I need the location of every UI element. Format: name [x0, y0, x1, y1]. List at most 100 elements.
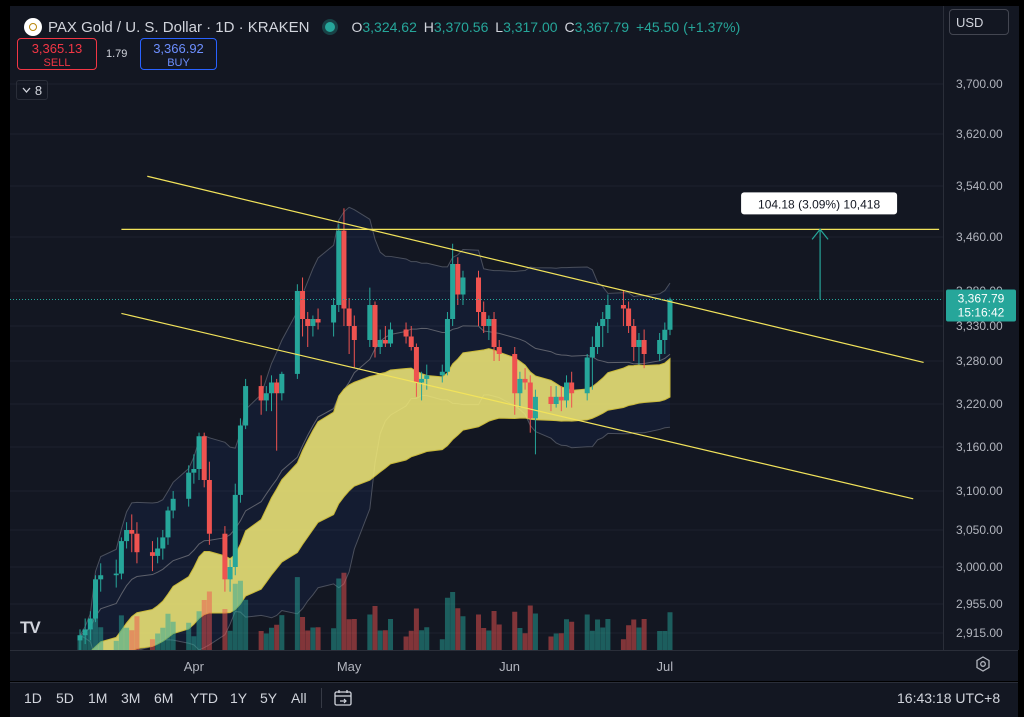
volume-bar [424, 627, 430, 650]
candle-body [605, 305, 611, 319]
volume-bar [258, 631, 264, 650]
indicators-toggle[interactable]: 8 [16, 80, 48, 100]
candle-body [388, 329, 394, 344]
chart-plot-area[interactable]: 104.18 (3.09%) 10,418 PAX Gold / U. S. D… [10, 6, 943, 650]
settings-gear-icon[interactable] [975, 656, 991, 672]
range-5y-button[interactable]: 5Y [260, 690, 278, 706]
volume-bar [268, 627, 274, 650]
volume-bar [512, 611, 518, 650]
volume-bar [532, 613, 538, 650]
buy-button[interactable]: 3,366.92 BUY [140, 38, 217, 70]
volume-bar [600, 627, 606, 650]
sell-button[interactable]: 3,365.13 SELL [17, 38, 97, 70]
volume-bar [134, 616, 140, 650]
volume-bar [620, 639, 626, 650]
volume-bar [595, 619, 601, 650]
candle-body [662, 329, 668, 340]
candlestick-chart[interactable]: 104.18 (3.09%) 10,418 [10, 6, 943, 650]
volume-bar [243, 599, 249, 650]
volume-bar [310, 627, 316, 650]
volume-bar [279, 615, 285, 650]
tradingview-logo[interactable]: TV [20, 618, 41, 637]
utc-clock[interactable]: 16:43:18 UTC+8 [897, 690, 1001, 706]
candle-body [372, 305, 378, 347]
range-5d-button[interactable]: 5D [56, 690, 74, 706]
time-axis[interactable]: Apr May Jun Jul [10, 650, 1018, 681]
volume-bar [129, 630, 135, 650]
candle-body [331, 305, 337, 323]
price-axis[interactable]: 3,700.003,620.003,540.003,460.003,380.00… [943, 6, 1019, 650]
range-all-button[interactable]: All [291, 690, 307, 706]
volume-bar [294, 577, 300, 650]
chevron-down-icon [22, 87, 31, 93]
volume-bar [558, 633, 564, 650]
range-1y-button[interactable]: 1Y [230, 690, 248, 706]
volume-bar [476, 614, 482, 650]
volume-bar [481, 628, 487, 650]
candle-body [294, 291, 300, 374]
volume-bar [222, 609, 228, 650]
candle-body [232, 494, 238, 567]
candle-body [149, 552, 155, 556]
candle-body [620, 305, 626, 309]
range-ytd-button[interactable]: YTD [190, 690, 218, 706]
candle-body [87, 618, 93, 630]
candle-body [444, 319, 450, 372]
candle-body [548, 396, 554, 404]
time-axis-labels: Apr May Jun Jul [184, 659, 674, 674]
volume-bar [450, 592, 456, 650]
currency-select[interactable]: USD [949, 9, 1009, 35]
low-value: 3,317.00 [503, 19, 558, 35]
bottom-toolbar [10, 682, 1018, 717]
volume-bar [439, 639, 445, 650]
candle-body [98, 575, 104, 580]
candle-body [118, 541, 124, 574]
price-tick-label: 2,915.00 [956, 626, 1003, 640]
time-tick-label: May [337, 659, 362, 674]
current-price-label: 3,367.79 [958, 292, 1005, 306]
volume-bar [263, 633, 269, 650]
range-6m-button[interactable]: 6M [154, 690, 174, 706]
candle-body [631, 326, 637, 347]
time-tick-label: Jul [657, 659, 674, 674]
calendar-goto-icon[interactable] [333, 689, 353, 707]
open-key: O [351, 19, 363, 35]
candle-body [408, 336, 414, 347]
volume-bar [419, 630, 425, 650]
range-1d-button[interactable]: 1D [24, 690, 42, 706]
candle-body [626, 308, 632, 326]
price-tick-label: 3,280.00 [956, 354, 1003, 368]
candle-body [584, 357, 590, 394]
sell-price: 3,365.13 [31, 41, 83, 56]
candle-body [336, 230, 342, 305]
close-value: 3,367.79 [574, 19, 630, 35]
candle-body [641, 340, 647, 354]
volume-bar [336, 578, 342, 650]
volume-bar [548, 636, 554, 650]
volume-bar [413, 608, 419, 650]
trend-line [121, 312, 914, 500]
volume-bar [408, 630, 414, 650]
volume-bar [346, 619, 352, 650]
volume-bar [455, 608, 461, 650]
range-3m-button[interactable]: 3M [121, 690, 141, 706]
symbol-title[interactable]: PAX Gold / U. S. Dollar · 1D · KRAKEN [48, 18, 310, 36]
volume-bar [589, 630, 595, 650]
spread-value: 1.79 [106, 48, 128, 60]
range-1m-button[interactable]: 1M [88, 690, 108, 706]
candle-body [310, 319, 316, 326]
candle-body [589, 347, 595, 358]
volume-bar [170, 621, 176, 650]
candle-body [382, 340, 388, 344]
candle-body [486, 319, 492, 326]
price-tick-label: 3,460.00 [956, 230, 1003, 244]
market-open-icon [325, 22, 336, 32]
volume-bar [186, 622, 192, 650]
volume-bar [206, 591, 212, 650]
current-price-tag [946, 289, 1016, 322]
price-tick-label: 3,100.00 [956, 484, 1003, 498]
candle-body [93, 579, 99, 619]
low-key: L [495, 19, 504, 35]
candle-body [413, 347, 419, 383]
